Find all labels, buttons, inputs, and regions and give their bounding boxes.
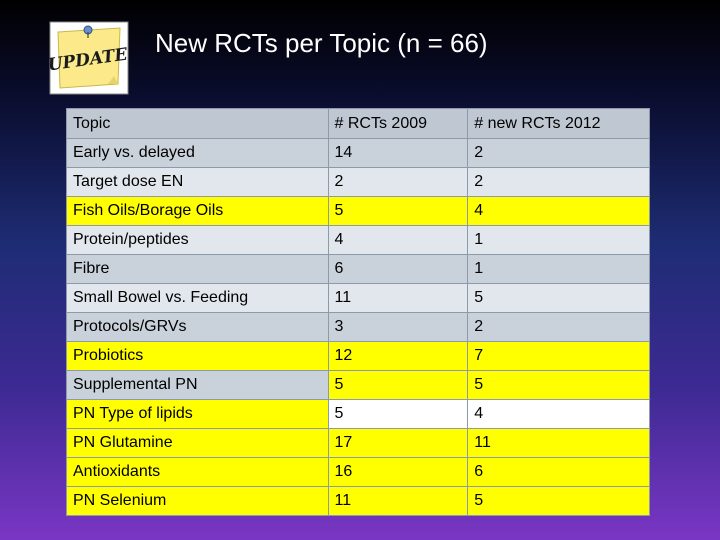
table-row: PN Selenium 11 5: [66, 486, 650, 516]
cell-new-rcts-2012: 1: [467, 225, 650, 255]
cell-topic: PN Glutamine: [66, 428, 329, 458]
table-row: Protocols/GRVs 3 2: [66, 312, 650, 342]
header-new-rcts-2012: # new RCTs 2012: [467, 108, 650, 139]
rcts-table: Topic # RCTs 2009 # new RCTs 2012 Early …: [66, 108, 650, 516]
cell-rcts-2009: 6: [327, 254, 469, 284]
cell-topic: Protein/peptides: [66, 225, 329, 255]
cell-new-rcts-2012: 5: [467, 370, 650, 400]
cell-topic: PN Selenium: [66, 486, 329, 516]
cell-rcts-2009: 4: [327, 225, 469, 255]
cell-rcts-2009: 17: [327, 428, 469, 458]
cell-topic: Protocols/GRVs: [66, 312, 329, 342]
cell-topic: Antioxidants: [66, 457, 329, 487]
cell-new-rcts-2012: 1: [467, 254, 650, 284]
table-row: Antioxidants 16 6: [66, 457, 650, 487]
cell-new-rcts-2012: 2: [467, 312, 650, 342]
cell-rcts-2009: 3: [327, 312, 469, 342]
cell-new-rcts-2012: 11: [467, 428, 650, 458]
cell-rcts-2009: 5: [327, 370, 469, 400]
table-row: Supplemental PN 5 5: [66, 370, 650, 400]
cell-rcts-2009: 11: [327, 283, 469, 313]
table-row: Probiotics 12 7: [66, 341, 650, 371]
cell-rcts-2009: 14: [327, 138, 469, 168]
cell-topic: Fibre: [66, 254, 329, 284]
cell-rcts-2009: 5: [327, 399, 469, 429]
table-row: Small Bowel vs. Feeding 11 5: [66, 283, 650, 313]
table-row: Target dose EN 2 2: [66, 167, 650, 197]
cell-topic: PN Type of lipids: [66, 399, 329, 429]
cell-rcts-2009: 5: [327, 196, 469, 226]
cell-new-rcts-2012: 5: [467, 283, 650, 313]
table-row: Early vs. delayed 14 2: [66, 138, 650, 168]
cell-rcts-2009: 11: [327, 486, 469, 516]
cell-rcts-2009: 2: [327, 167, 469, 197]
header-topic: Topic: [66, 108, 329, 139]
cell-rcts-2009: 12: [327, 341, 469, 371]
cell-topic: Fish Oils/Borage Oils: [66, 196, 329, 226]
slide-title: New RCTs per Topic (n = 66): [155, 28, 488, 58]
table-row: Fish Oils/Borage Oils 5 4: [66, 196, 650, 226]
cell-topic: Supplemental PN: [66, 370, 329, 400]
cell-topic: Small Bowel vs. Feeding: [66, 283, 329, 313]
table-body: Early vs. delayed 14 2 Target dose EN 2 2 Fish…: [66, 138, 650, 516]
table-row: PN Glutamine 17 11: [66, 428, 650, 458]
cell-new-rcts-2012: 2: [467, 138, 650, 168]
table-header-row: Topic # RCTs 2009 # new RCTs 2012: [66, 108, 650, 139]
cell-topic: Early vs. delayed: [66, 138, 329, 168]
header-rcts-2009: # RCTs 2009: [327, 108, 469, 139]
update-sticky-note-logo: UPDATE: [47, 20, 130, 96]
table-row: PN Type of lipids 5 4: [66, 399, 650, 429]
cell-new-rcts-2012: 4: [467, 399, 650, 429]
table-row: Fibre 6 1: [66, 254, 650, 284]
cell-rcts-2009: 16: [327, 457, 469, 487]
cell-new-rcts-2012: 6: [467, 457, 650, 487]
cell-topic: Probiotics: [66, 341, 329, 371]
cell-new-rcts-2012: 2: [467, 167, 650, 197]
cell-new-rcts-2012: 5: [467, 486, 650, 516]
cell-topic: Target dose EN: [66, 167, 329, 197]
cell-new-rcts-2012: 7: [467, 341, 650, 371]
cell-new-rcts-2012: 4: [467, 196, 650, 226]
table-row: Protein/peptides 4 1: [66, 225, 650, 255]
